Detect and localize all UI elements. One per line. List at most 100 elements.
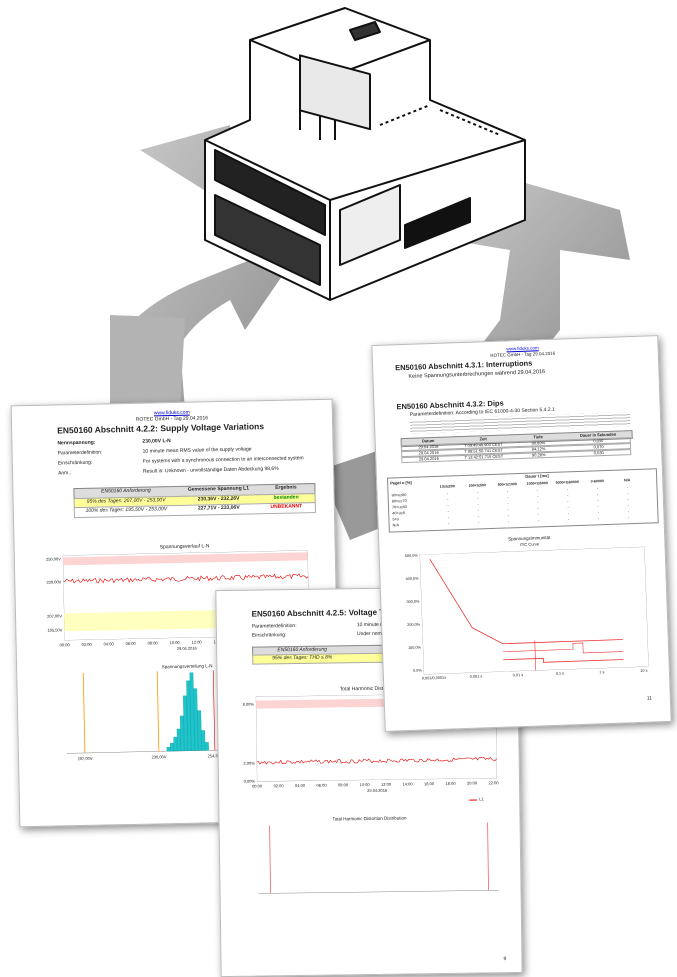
field-value: 230,00V L-N [142, 438, 171, 445]
y-tick-label: 8,00% [242, 701, 254, 707]
field-value: 10 minute mean RMS value of the supply v… [142, 446, 252, 455]
matrix-corner: Pegel u [%] [390, 479, 412, 486]
x-tick-label: 00:00 [59, 642, 70, 648]
matrix-cell: - [447, 521, 450, 526]
table-cell: 230,36V - 232,26V [197, 495, 240, 503]
matrix-cell: - [597, 504, 599, 509]
x-tick-label: 16:00 [423, 781, 435, 787]
matrix-cell: - [507, 507, 509, 512]
matrix-cell: - [597, 498, 599, 503]
table-cell: 0,030 [593, 438, 604, 444]
matrix-column: 200<t≤500 [468, 483, 486, 488]
x-tick-label: 18:00 [445, 780, 456, 786]
field-value: For systems with a synchronous connectio… [142, 455, 304, 465]
table-cell: 90,28% [531, 452, 546, 458]
matrix-cell: - [506, 489, 509, 494]
matrix-column: t>60000 [590, 479, 604, 484]
chart-title: Spannungsverteilung L-N [161, 663, 213, 670]
table-cell: 0,030 [593, 450, 604, 456]
matrix-cell: - [597, 516, 600, 521]
matrix-cell: - [567, 499, 569, 504]
legend-label: L1 [479, 796, 484, 802]
page-number: 9 [503, 956, 507, 963]
x-tick-label: 20:00 [466, 780, 478, 786]
x-tick-label: 08:00 [147, 640, 158, 646]
matrix-cell: - [477, 502, 479, 507]
table-header: Ergebnis [275, 484, 297, 491]
matrix-cell: - [446, 491, 449, 496]
matrix-cell: - [537, 506, 539, 511]
table-header: EN50160 Anforderung [101, 487, 151, 495]
table-cell: UNBEKANNT [270, 503, 303, 510]
x-tick-label: 02:00 [273, 783, 284, 789]
x-tick-label: 08:00 [338, 782, 349, 788]
matrix-column: 10≤t≤200 [439, 484, 455, 489]
matrix-cell: - [537, 500, 539, 505]
matrix-cell: - [566, 493, 569, 498]
field-label: Einschränkung: [57, 459, 93, 467]
x-tick-label: 06:00 [125, 640, 136, 647]
table-cell: 90,69% [531, 440, 546, 446]
distribution-chart [66, 670, 312, 754]
x-tick-label: 12:00 [380, 781, 392, 787]
x-tick-label: 0,01 s [512, 673, 524, 678]
subtitle: Keine Spannungsunterbrechungen während 2… [408, 369, 546, 380]
x-tick-label: 0,1 s [555, 671, 565, 676]
matrix-cell: - [476, 490, 479, 495]
matrix-cell: - [567, 511, 570, 516]
matrix-cell: - [477, 514, 480, 519]
matrix-cell: - [537, 512, 540, 517]
x-axis-label: 29.04.2016 [176, 645, 197, 651]
y-tick-label: 400,0% [405, 576, 419, 582]
matrix-row: 80>u≥70 [391, 498, 407, 504]
title: EN50160 Abschnitt 4.2.2: Supply Voltage … [57, 421, 265, 436]
title: EN50160 Abschnitt 4.2.5: Voltage THD [251, 607, 396, 619]
x-tick-label: 10:00 [359, 781, 370, 788]
matrix-column: 1000<t≤5000 [526, 481, 548, 486]
y-tick-label: 500,0% [404, 553, 418, 559]
field-label: Parameterdefinition: [251, 622, 297, 630]
x-tick-label: 0,001 s [469, 674, 483, 679]
matrix-row: N/A [392, 523, 400, 528]
matrix-cell: - [627, 497, 629, 502]
field-label: Parameterdefinition: [57, 449, 103, 457]
matrix-row: 5>u [392, 517, 399, 522]
matrix-cell: - [447, 515, 450, 520]
x-tick-label: 22:00 [488, 780, 499, 786]
matrix-cell: - [507, 495, 509, 500]
y-tick-label: 230,00V [46, 579, 62, 585]
matrix-cell: - [567, 505, 569, 510]
chart-title: Total Harmonic Distortion Distribution [332, 815, 407, 822]
y-tick-label: 100,0% [407, 645, 421, 651]
itic-chart [419, 546, 649, 675]
matrix-cell: - [567, 517, 570, 522]
matrix-cell: - [507, 501, 509, 506]
x-tick-label: 10 s [640, 668, 648, 673]
matrix-span: Dauer t [ms] [525, 473, 549, 479]
matrix-cell: - [537, 518, 540, 523]
matrix-cell: - [447, 509, 449, 514]
y-tick-label: 200,0% [407, 622, 421, 628]
matrix-cell: - [596, 492, 599, 497]
thd-distribution-chart [258, 822, 499, 894]
matrix-cell: - [537, 494, 539, 499]
arrow-left-tail [110, 315, 185, 410]
field-label: Anm.: [57, 470, 72, 477]
matrix-cell: - [597, 510, 600, 515]
table-cell: 29.04.2016 [418, 455, 439, 462]
table-header: Datum [421, 437, 435, 443]
y-tick-label: 207,00V [47, 613, 63, 619]
table-header: Zeit [479, 435, 487, 441]
matrix-cell: - [477, 508, 479, 513]
matrix-column: 500<t≤1000 [497, 482, 517, 487]
table-cell: 95% des Tages: THD ≤ 8% [272, 654, 333, 662]
table-cell: bestanden [273, 494, 299, 501]
field-label: Nennspannung: [57, 439, 96, 447]
table-cell: 227,71V - 233,06V [197, 504, 240, 512]
x-tick-label: 12:00 [191, 639, 202, 645]
legend-swatch [469, 799, 478, 801]
table-cell: 84,12% [531, 446, 546, 452]
x-tick-label: 02:00 [81, 641, 92, 647]
table-cell: 29.04.2016 [418, 449, 439, 456]
table-cell: 0,070 [593, 444, 604, 450]
